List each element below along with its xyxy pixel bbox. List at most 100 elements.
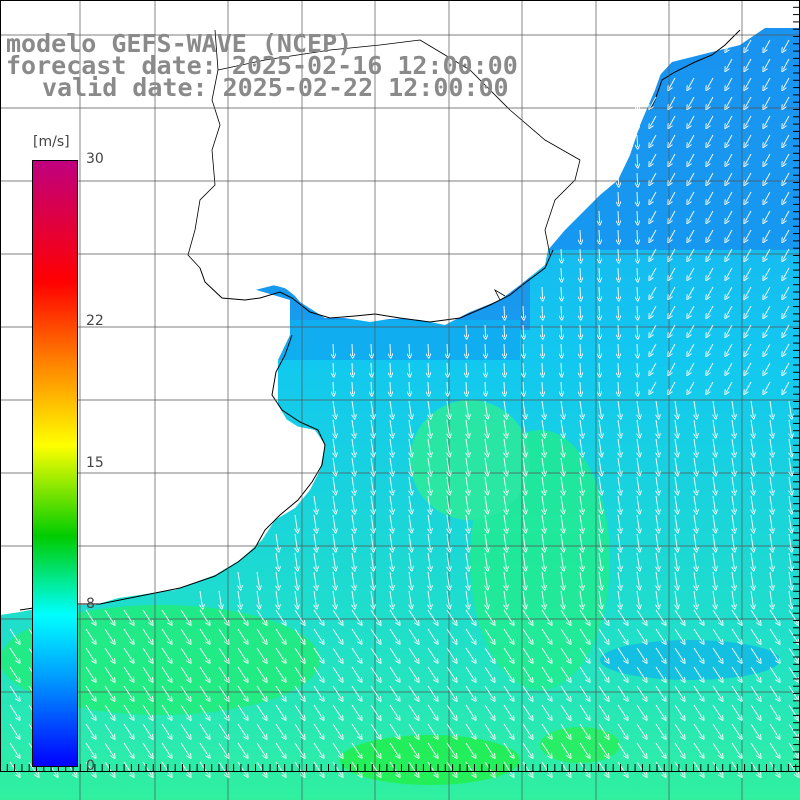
wind-arrow (745, 96, 752, 108)
wind-arrow (484, 609, 494, 623)
wind-arrow (750, 723, 760, 737)
wind-arrow (313, 609, 323, 623)
wind-arrow (636, 723, 646, 737)
wind-arrow (276, 533, 278, 550)
wind-arrow (637, 153, 638, 166)
wind-arrow (618, 286, 619, 299)
wind-arrow (636, 647, 646, 661)
wind-arrow (764, 229, 771, 241)
wind-arrow (428, 476, 430, 493)
wind-arrow (523, 514, 525, 531)
wind-arrow (504, 419, 506, 436)
wind-arrow (618, 476, 620, 493)
wind-arrow (465, 742, 475, 756)
wind-arrow (712, 609, 722, 623)
wind-arrow (351, 647, 361, 661)
wind-arrow (9, 723, 19, 737)
wind-arrow (276, 552, 278, 569)
wind-arrow (541, 685, 551, 699)
wind-arrow (788, 647, 798, 661)
wind-arrow (618, 590, 620, 607)
wind-arrow (503, 723, 513, 737)
wind-arrow (783, 267, 790, 279)
wind-arrow (409, 438, 411, 455)
wind-arrow (618, 229, 619, 242)
wind-arrow (314, 571, 316, 588)
wind-arrow (218, 628, 228, 642)
wind-arrow (751, 571, 753, 588)
wind-arrow (447, 495, 449, 512)
wind-arrow (707, 210, 714, 222)
wind-arrow (650, 248, 657, 260)
wind-arrow (199, 647, 209, 661)
wind-arrow (783, 39, 790, 51)
wind-arrow (745, 324, 752, 336)
wind-arrow (769, 647, 779, 661)
wind-arrow (390, 457, 392, 474)
wind-arrow (764, 96, 771, 108)
wind-arrow (770, 457, 772, 474)
wind-arrow (764, 248, 771, 260)
wind-arrow (428, 571, 430, 588)
wind-arrow (503, 609, 513, 623)
wind-arrow (123, 628, 133, 642)
wind-arrow (161, 628, 171, 642)
wind-arrow (750, 666, 760, 680)
wind-arrow (732, 590, 734, 607)
wind-arrow (599, 457, 601, 474)
wind-arrow (465, 704, 475, 718)
wind-arrow (745, 286, 752, 298)
wind-arrow (764, 134, 771, 146)
wind-arrow (275, 685, 285, 699)
wind-arrow (428, 438, 430, 455)
wind-arrow (85, 666, 95, 680)
wind-arrow (333, 552, 335, 569)
wind-arrow (409, 381, 410, 394)
wind-arrow (650, 77, 657, 89)
wind-arrow (751, 476, 753, 493)
wind-arrow (674, 647, 684, 661)
wind-arrow (314, 552, 316, 569)
wind-arrow (294, 647, 304, 661)
wind-arrow (637, 324, 638, 337)
wind-arrow (788, 742, 798, 756)
wind-arrow (617, 609, 627, 623)
wind-arrow (484, 704, 494, 718)
wind-arrow (637, 457, 639, 474)
wind-arrow (618, 191, 619, 204)
wind-arrow (256, 609, 266, 623)
wind-arrow (9, 742, 19, 756)
wind-arrow (713, 552, 715, 569)
land-interior (0, 0, 745, 605)
wind-arrow (161, 761, 171, 775)
wind-arrow (656, 457, 658, 474)
wind-arrow (295, 514, 297, 531)
wind-arrow (294, 723, 304, 737)
wind-arrow (447, 533, 449, 550)
wind-arrow (542, 343, 543, 356)
wind-arrow (694, 590, 696, 607)
wind-arrow (447, 514, 449, 531)
wind-arrow (637, 400, 639, 417)
wind-arrow (656, 476, 658, 493)
wind-arrow (561, 419, 563, 436)
wind-arrow (561, 495, 563, 512)
wind-arrow (199, 666, 209, 680)
wind-arrow (256, 704, 266, 718)
wind-arrow (712, 628, 722, 642)
wind-arrow (580, 400, 582, 417)
wind-arrow (637, 381, 638, 394)
wind-arrow (542, 286, 543, 299)
wind-arrow (294, 685, 304, 699)
wind-arrow (523, 343, 524, 356)
wind-arrow (637, 172, 638, 185)
wind-arrow (688, 305, 695, 317)
wind-arrow (745, 362, 752, 374)
colorbar-unit: [m/s] (33, 134, 70, 150)
wind-arrow (123, 685, 133, 699)
valid-date: valid date: 2025-02-22 12:00:00 (42, 73, 509, 102)
wind-arrow (314, 495, 316, 512)
wind-arrow (371, 571, 373, 588)
wind-arrow (370, 723, 380, 737)
wind-arrow (713, 533, 715, 550)
